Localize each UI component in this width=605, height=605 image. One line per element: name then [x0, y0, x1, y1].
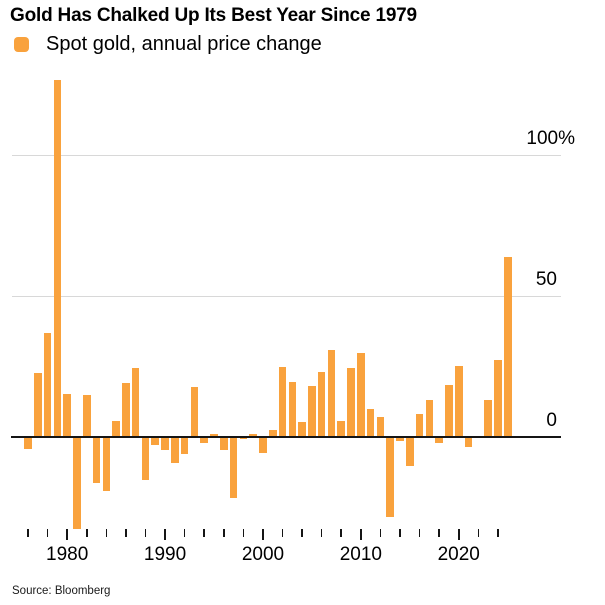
bar-2017: [425, 400, 434, 437]
bar-2020: [454, 366, 463, 437]
x-axis-label: 2010: [339, 544, 382, 565]
x-tick: [27, 528, 29, 537]
x-tick: [418, 528, 421, 537]
x-tick: [46, 528, 49, 537]
x-tick: [340, 528, 343, 537]
x-axis-label: 1990: [143, 544, 187, 565]
x-tick: [497, 528, 499, 537]
bar-1991: [171, 437, 179, 463]
x-tick: [164, 528, 166, 540]
y-axis-label: 50: [535, 269, 557, 290]
bar-2010: [357, 353, 365, 437]
bar-1985: [112, 420, 120, 437]
bar-2013: [386, 437, 395, 517]
bar-2007: [327, 349, 336, 437]
bar-1980: [63, 394, 71, 437]
x-tick: [457, 528, 460, 540]
bar-1992: [180, 437, 189, 454]
bar-1986: [122, 383, 130, 437]
bar-1997: [229, 437, 238, 498]
bar-2021: [464, 437, 473, 448]
bar-2001: [268, 429, 277, 437]
x-axis-label: 2020: [437, 544, 480, 565]
zero-axis-line: [11, 436, 561, 438]
bar-2019: [445, 385, 453, 437]
bar-2008: [337, 421, 346, 437]
x-tick: [301, 528, 303, 537]
bar-2023: [484, 400, 492, 437]
bar-1990: [161, 437, 169, 450]
bar-2016: [415, 414, 424, 437]
y-gridline: [12, 295, 561, 297]
x-tick: [183, 528, 186, 537]
x-tick: [438, 528, 440, 537]
bar-1982: [82, 394, 91, 437]
bar-2002: [278, 367, 287, 437]
bar-1999: [249, 434, 257, 437]
bar-1993: [190, 387, 199, 437]
bar-1983: [92, 437, 101, 483]
bar-1987: [131, 367, 140, 437]
x-tick: [379, 528, 382, 537]
source-note: Source: Bloomberg: [12, 585, 111, 597]
bar-1978: [43, 332, 52, 437]
legend-swatch-icon: [14, 37, 29, 52]
x-tick: [85, 528, 88, 537]
bar-2025: [503, 256, 512, 437]
bar-2014: [396, 437, 404, 442]
x-tick: [320, 528, 323, 537]
bar-1976: [24, 437, 32, 449]
y-axis-label: 0: [546, 410, 557, 431]
x-axis-label: 2000: [241, 544, 285, 565]
x-axis-label: 1980: [46, 544, 89, 565]
bar-2005: [308, 386, 316, 437]
bar-2011: [366, 408, 375, 437]
y-gridline: [12, 154, 561, 156]
bar-2006: [317, 371, 326, 437]
chart-title: Gold Has Chalked Up Its Best Year Since …: [10, 5, 417, 26]
x-tick: [66, 528, 68, 540]
bar-2004: [298, 421, 306, 437]
x-tick: [223, 528, 225, 537]
x-tick: [360, 528, 362, 540]
bar-1994: [200, 437, 208, 444]
bar-1979: [53, 80, 62, 437]
x-tick: [144, 528, 147, 537]
bar-1984: [102, 437, 111, 492]
x-tick: [281, 528, 284, 537]
y-axis-label: 100%: [526, 128, 575, 149]
x-tick: [125, 528, 127, 537]
x-tick: [242, 528, 245, 537]
bar-2024: [494, 360, 502, 437]
bar-2000: [259, 437, 267, 453]
bar-2003: [288, 382, 297, 437]
x-tick: [399, 528, 401, 537]
bar-1995: [210, 434, 218, 437]
bar-1998: [239, 437, 248, 440]
bar-1996: [220, 437, 228, 450]
x-tick: [262, 528, 264, 540]
x-tick: [105, 528, 108, 537]
bar-1977: [33, 373, 42, 437]
bar-2009: [347, 368, 355, 437]
x-tick: [203, 528, 205, 537]
bar-2012: [376, 416, 385, 437]
bar-1981: [73, 437, 81, 529]
bar-2018: [435, 437, 443, 443]
bar-1988: [141, 437, 150, 481]
legend-series-label: Spot gold, annual price change: [46, 33, 322, 55]
bar-1989: [151, 437, 160, 445]
x-tick: [477, 528, 480, 537]
bar-2015: [406, 437, 414, 467]
